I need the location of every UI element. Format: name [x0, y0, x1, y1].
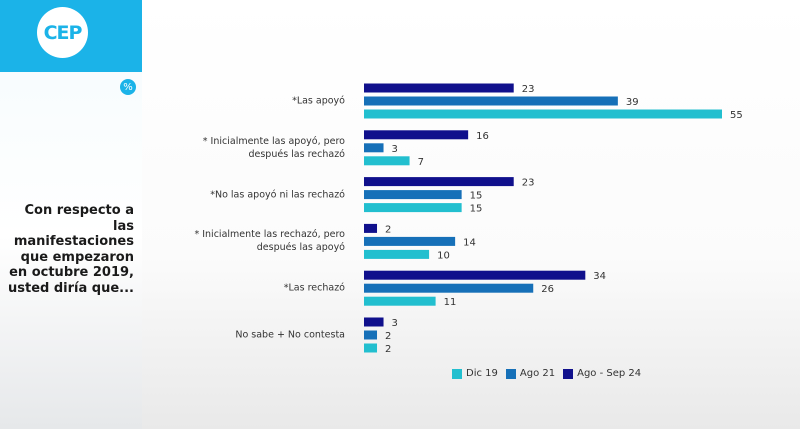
bar [364, 130, 469, 140]
bar [364, 96, 618, 106]
category-label-line: No sabe + No contesta [235, 329, 345, 341]
bar [364, 156, 410, 166]
legend-label: Dic 19 [466, 368, 498, 379]
category-label-line: *Las rechazó [283, 282, 345, 294]
bar [364, 249, 430, 259]
bar [364, 296, 436, 306]
bar [364, 203, 462, 213]
bar [364, 236, 456, 246]
data-label: 26 [541, 284, 554, 295]
bar [364, 330, 378, 340]
bar [364, 270, 586, 280]
bar [364, 317, 384, 327]
data-label: 34 [593, 271, 606, 282]
legend-swatch [452, 368, 462, 379]
category-label-line: * Inicialmente las rechazó, pero [194, 229, 345, 241]
data-label: 3 [392, 318, 398, 329]
data-label: 14 [463, 237, 476, 248]
legend-item: Dic 19 [452, 368, 498, 379]
bar [364, 223, 378, 233]
question-text: Con respecto a las manifestaciones que e… [8, 203, 134, 296]
data-label: 11 [444, 297, 457, 308]
category-label: No sabe + No contesta [235, 329, 345, 342]
legend-label: Ago - Sep 24 [577, 368, 642, 379]
data-label: 55 [730, 110, 743, 121]
category-label-line: después las apoyó [256, 242, 345, 254]
legend: Dic 19 Ago 21 Ago - Sep 24 [452, 368, 641, 379]
bar [364, 143, 384, 153]
category-label: *Las apoyó [292, 95, 345, 108]
data-label: 7 [418, 157, 424, 168]
category-label-line: * Inicialmente las apoyó, pero [202, 135, 345, 147]
bar [364, 83, 514, 93]
cep-logo: CEP [37, 7, 88, 58]
category-label: * Inicialmente las rechazó, pero después … [194, 228, 345, 254]
legend-swatch [505, 368, 516, 379]
data-label: 16 [476, 131, 489, 142]
category-label-line: *No las apoyó ni las rechazó [210, 189, 345, 201]
legend-item: Ago - Sep 24 [563, 368, 641, 379]
category-label: *Las rechazó [284, 282, 345, 295]
legend-swatch [563, 368, 574, 379]
data-label: 23 [522, 178, 535, 189]
category-label: *No las apoyó ni las rechazó [210, 188, 345, 201]
data-label: 15 [470, 191, 483, 202]
data-label: 3 [392, 144, 398, 155]
header-band: CEP [0, 0, 142, 72]
bar [364, 343, 378, 353]
category-label: * Inicialmente las apoyó, pero después la… [203, 135, 345, 161]
legend-item: Ago 21 [505, 368, 556, 379]
bar [364, 177, 514, 187]
data-label: 23 [522, 84, 535, 95]
side-panel: CEP % Con respecto a las manifestaciones… [0, 0, 142, 429]
bar [364, 283, 534, 293]
data-label: 2 [385, 344, 391, 355]
data-label: 2 [385, 331, 391, 342]
percent-badge-icon: % [120, 79, 136, 95]
legend-label: Ago 21 [519, 368, 556, 379]
data-label: 2 [385, 224, 391, 235]
bar [364, 109, 722, 119]
data-label: 10 [437, 250, 450, 261]
category-label-line: después las rechazó [248, 148, 345, 160]
data-label: 39 [626, 97, 639, 108]
data-label: 15 [470, 204, 483, 215]
bar [364, 190, 462, 200]
category-label-line: *Las apoyó [292, 95, 345, 107]
